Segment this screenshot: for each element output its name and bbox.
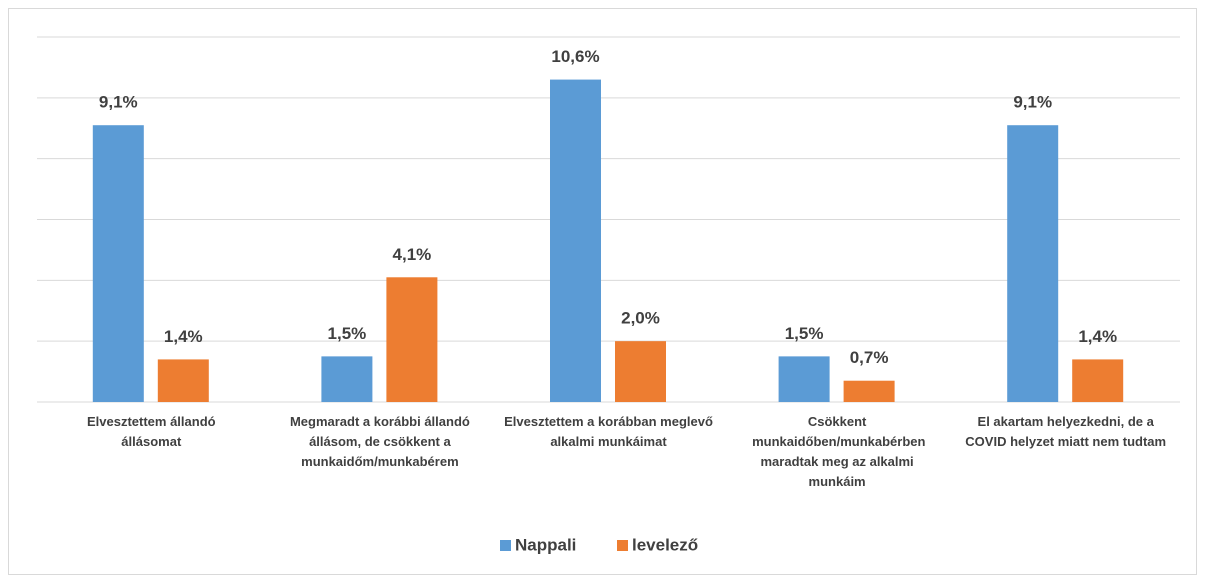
data-label: 1,5% (328, 324, 367, 343)
legend-label: levelező (632, 535, 698, 554)
data-label: 1,5% (785, 324, 824, 343)
data-label: 1,4% (164, 327, 203, 346)
bar (386, 277, 438, 402)
data-label: 1,4% (1078, 327, 1117, 346)
chart-border (8, 8, 1197, 575)
bar (550, 79, 601, 402)
bar (321, 356, 373, 402)
bar (1072, 359, 1124, 402)
bar (843, 380, 895, 402)
legend-swatch (617, 540, 628, 551)
data-label: 9,1% (1013, 93, 1052, 112)
legend-label: Nappali (515, 535, 576, 554)
bar (92, 125, 144, 402)
data-label: 0,7% (850, 348, 889, 367)
x-tick-label: Elvesztettem a korábban meglevő alkalmi … (504, 414, 713, 449)
x-tick-label: Csökkent munkaidőben/munkabérben maradta… (752, 414, 926, 489)
x-tick-label: Megmaradt a korábbi állandó állásom, de … (289, 414, 470, 469)
bar (778, 356, 830, 402)
bar (1007, 125, 1059, 402)
x-tick-label: El akartam helyezkedni, de a COVID helyz… (965, 414, 1167, 449)
data-label: 10,6% (551, 47, 599, 66)
legend-swatch (500, 540, 511, 551)
data-label: 9,1% (99, 93, 138, 112)
data-label: 2,0% (621, 309, 660, 328)
bar (615, 341, 666, 402)
bar (157, 359, 209, 402)
data-label: 4,1% (393, 245, 432, 264)
x-tick-label: Elvesztettem állandó állásomat (86, 414, 216, 449)
